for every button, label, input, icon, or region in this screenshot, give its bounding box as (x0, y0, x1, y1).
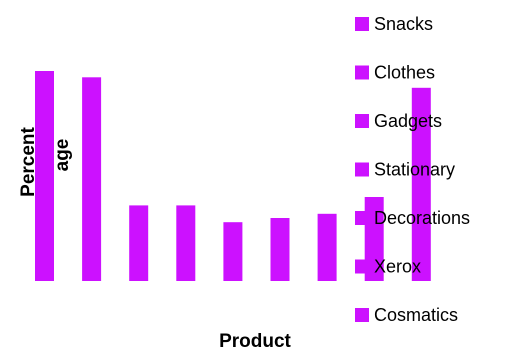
legend-swatch (355, 162, 369, 177)
legend-label: Clothes (374, 63, 435, 83)
bar-1 (35, 71, 54, 281)
y-axis-title-line-1: Percent (18, 126, 39, 196)
legend: Snacks Clothes Gadgets Stationary Decoration… (355, 14, 470, 325)
legend-swatch (355, 114, 369, 128)
legend-item-xerox: Xerox (355, 257, 421, 277)
legend-swatch (355, 308, 369, 322)
legend-swatch (355, 211, 369, 225)
legend-label: Decorations (374, 208, 470, 228)
legend-item-snacks: Snacks (355, 14, 433, 34)
legend-item-decorations: Decorations (355, 208, 470, 228)
bar-3 (129, 205, 149, 281)
legend-label: Cosmatics (374, 305, 458, 325)
bar-4 (176, 205, 196, 281)
bars-group (35, 71, 431, 281)
y-axis-title-line-2: age (52, 139, 73, 172)
y-axis-title: Percent age (18, 126, 73, 196)
legend-label: Xerox (374, 257, 421, 277)
bar-9 (411, 87, 431, 281)
legend-label: Snacks (374, 14, 433, 34)
legend-item-cosmatics: Cosmatics (355, 305, 458, 325)
legend-swatch (355, 17, 369, 31)
legend-swatch (355, 259, 369, 274)
legend-label: Gadgets (374, 111, 442, 131)
bar-8 (364, 197, 384, 281)
bar-5 (223, 222, 243, 281)
bar-6 (270, 218, 290, 281)
legend-swatch (355, 65, 369, 80)
x-axis-title: Product (219, 331, 291, 350)
bar-2 (82, 77, 102, 281)
legend-item-clothes: Clothes (355, 63, 435, 83)
bar-7 (317, 213, 337, 281)
legend-item-gadgets: Gadgets (355, 111, 442, 131)
legend-label: Stationary (374, 160, 455, 180)
legend-item-stationary: Stationary (355, 160, 455, 180)
